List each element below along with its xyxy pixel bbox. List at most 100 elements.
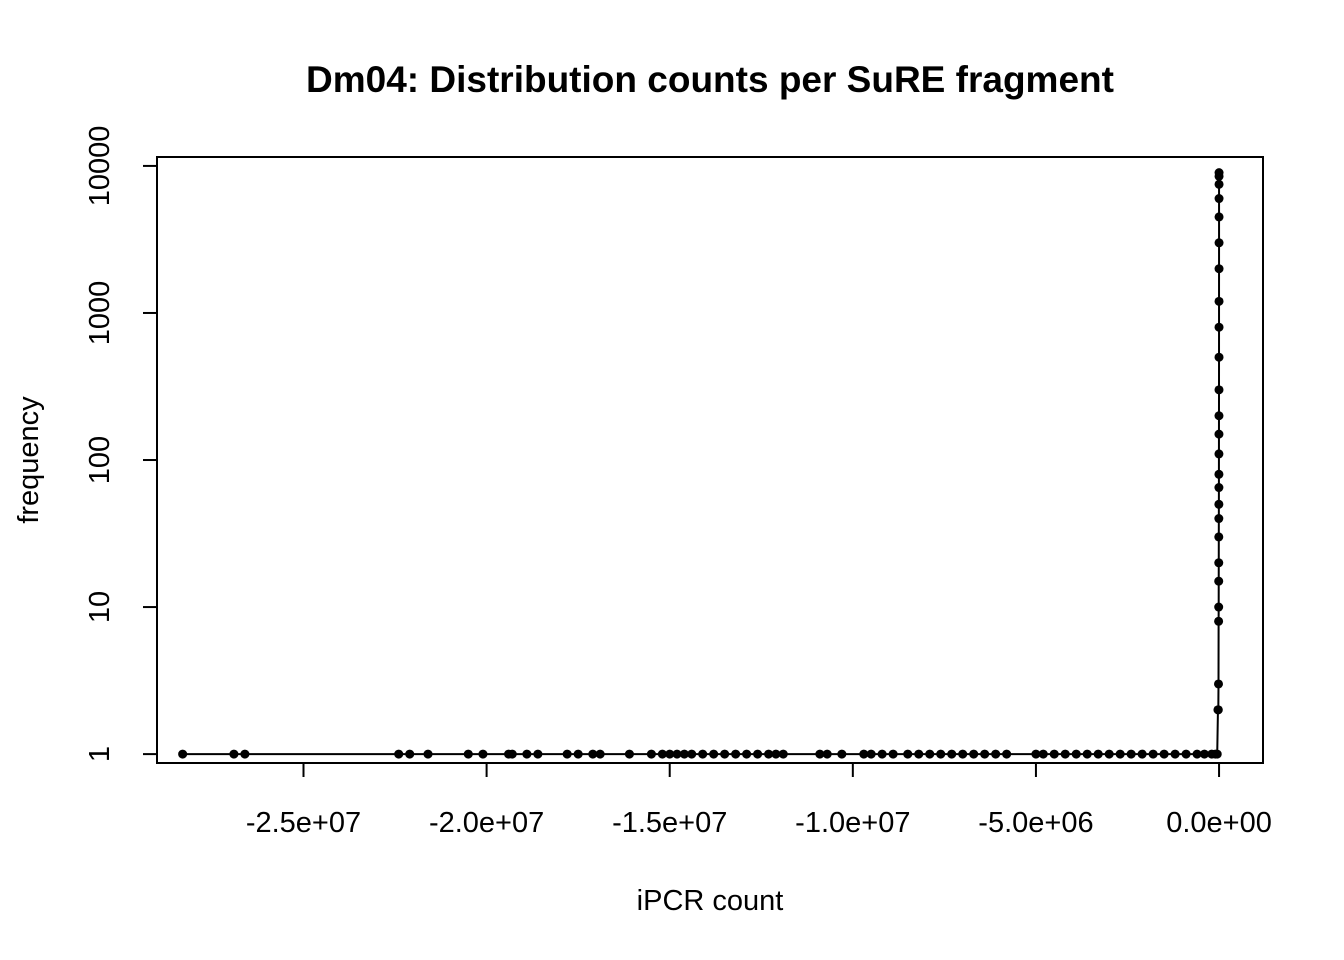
- data-point: [925, 749, 935, 759]
- data-point: [1093, 749, 1103, 759]
- y-tick-label: 10000: [84, 126, 116, 207]
- data-point: [1214, 411, 1224, 421]
- y-tick-label: 100: [84, 436, 116, 484]
- data-point: [679, 749, 689, 759]
- data-point: [178, 749, 188, 759]
- data-point: [1082, 749, 1092, 759]
- data-point: [764, 749, 774, 759]
- data-point: [709, 749, 719, 759]
- data-point: [888, 749, 898, 759]
- data-point: [1170, 749, 1180, 759]
- data-point: [1181, 749, 1191, 759]
- data-point: [562, 749, 572, 759]
- x-axis-label: iPCR count: [637, 885, 784, 917]
- data-point: [1115, 749, 1125, 759]
- data-point: [1214, 532, 1224, 542]
- data-point: [588, 749, 598, 759]
- data-point: [1214, 385, 1224, 395]
- data-point: [1214, 352, 1224, 362]
- data-point: [1214, 576, 1224, 586]
- data-point: [731, 749, 741, 759]
- data-point: [646, 749, 656, 759]
- data-point: [522, 749, 532, 759]
- data-point: [405, 749, 415, 759]
- data-point: [1214, 179, 1224, 189]
- data-point: [936, 749, 946, 759]
- data-point: [1159, 749, 1169, 759]
- data-point: [1214, 679, 1223, 689]
- data-point: [624, 749, 634, 759]
- data-point: [980, 749, 990, 759]
- data-point: [423, 749, 433, 759]
- x-tick-label: 0.0e+00: [1166, 807, 1272, 839]
- data-point: [991, 749, 1001, 759]
- series-line-path: [182, 172, 1221, 756]
- data-point: [507, 749, 517, 759]
- data-point: [1214, 616, 1224, 626]
- y-axis-label: frequency: [13, 396, 45, 524]
- series-line: [182, 172, 1221, 756]
- data-point: [859, 749, 869, 759]
- data-point: [1214, 499, 1224, 509]
- data-point: [1137, 749, 1147, 759]
- data-point: [533, 749, 543, 759]
- data-point: [1214, 449, 1224, 459]
- data-point: [1214, 264, 1224, 274]
- x-tick-label: -5.0e+06: [978, 807, 1093, 839]
- x-axis: -2.5e+07 -2.0e+07 -1.5e+07 -1.0e+07 -5.0e+06…: [246, 762, 1272, 839]
- data-point: [822, 749, 832, 759]
- data-point: [914, 749, 924, 759]
- data-point: [1192, 749, 1202, 759]
- data-point: [478, 749, 488, 759]
- data-point: [866, 749, 876, 759]
- x-tick-label: -1.5e+07: [612, 807, 727, 839]
- data-point: [1214, 238, 1224, 248]
- series-points: [178, 168, 1224, 759]
- data-point: [771, 749, 781, 759]
- data-point: [947, 749, 957, 759]
- data-point: [720, 749, 730, 759]
- data-point: [240, 749, 250, 759]
- data-point: [815, 749, 825, 759]
- data-point: [1214, 469, 1224, 479]
- data-point: [903, 749, 913, 759]
- data-point: [1214, 514, 1224, 524]
- chart-title: Dm04: Distribution counts per SuRE fragm…: [306, 59, 1114, 100]
- data-point: [837, 749, 847, 759]
- data-point: [1126, 749, 1136, 759]
- data-point: [1214, 322, 1224, 332]
- data-point: [1148, 749, 1158, 759]
- data-point: [1060, 749, 1070, 759]
- data-point: [753, 749, 763, 759]
- plot-frame: [156, 156, 1264, 764]
- y-tick-label: 1000: [84, 281, 116, 346]
- data-point: [1214, 429, 1224, 439]
- data-point: [1002, 749, 1012, 759]
- data-point: [1104, 749, 1114, 759]
- y-tick-label: 10: [84, 591, 116, 623]
- data-point: [394, 749, 404, 759]
- data-point: [573, 749, 583, 759]
- data-point: [1071, 749, 1081, 759]
- data-point: [1214, 602, 1224, 612]
- data-point: [969, 749, 979, 759]
- x-tick-label: -1.0e+07: [795, 807, 910, 839]
- data-point: [1214, 483, 1224, 493]
- data-point: [1214, 296, 1224, 306]
- data-point: [672, 749, 682, 759]
- data-point: [1214, 168, 1224, 178]
- data-point: [1031, 749, 1041, 759]
- data-point: [1214, 194, 1224, 204]
- data-point: [877, 749, 887, 759]
- data-point: [742, 749, 752, 759]
- data-point: [1038, 749, 1048, 759]
- data-point: [687, 749, 697, 759]
- data-point: [698, 749, 708, 759]
- data-point: [958, 749, 968, 759]
- data-point: [1049, 749, 1059, 759]
- data-point: [1199, 749, 1209, 759]
- data-point: [595, 749, 605, 759]
- data-point: [229, 749, 239, 759]
- data-point: [463, 749, 473, 759]
